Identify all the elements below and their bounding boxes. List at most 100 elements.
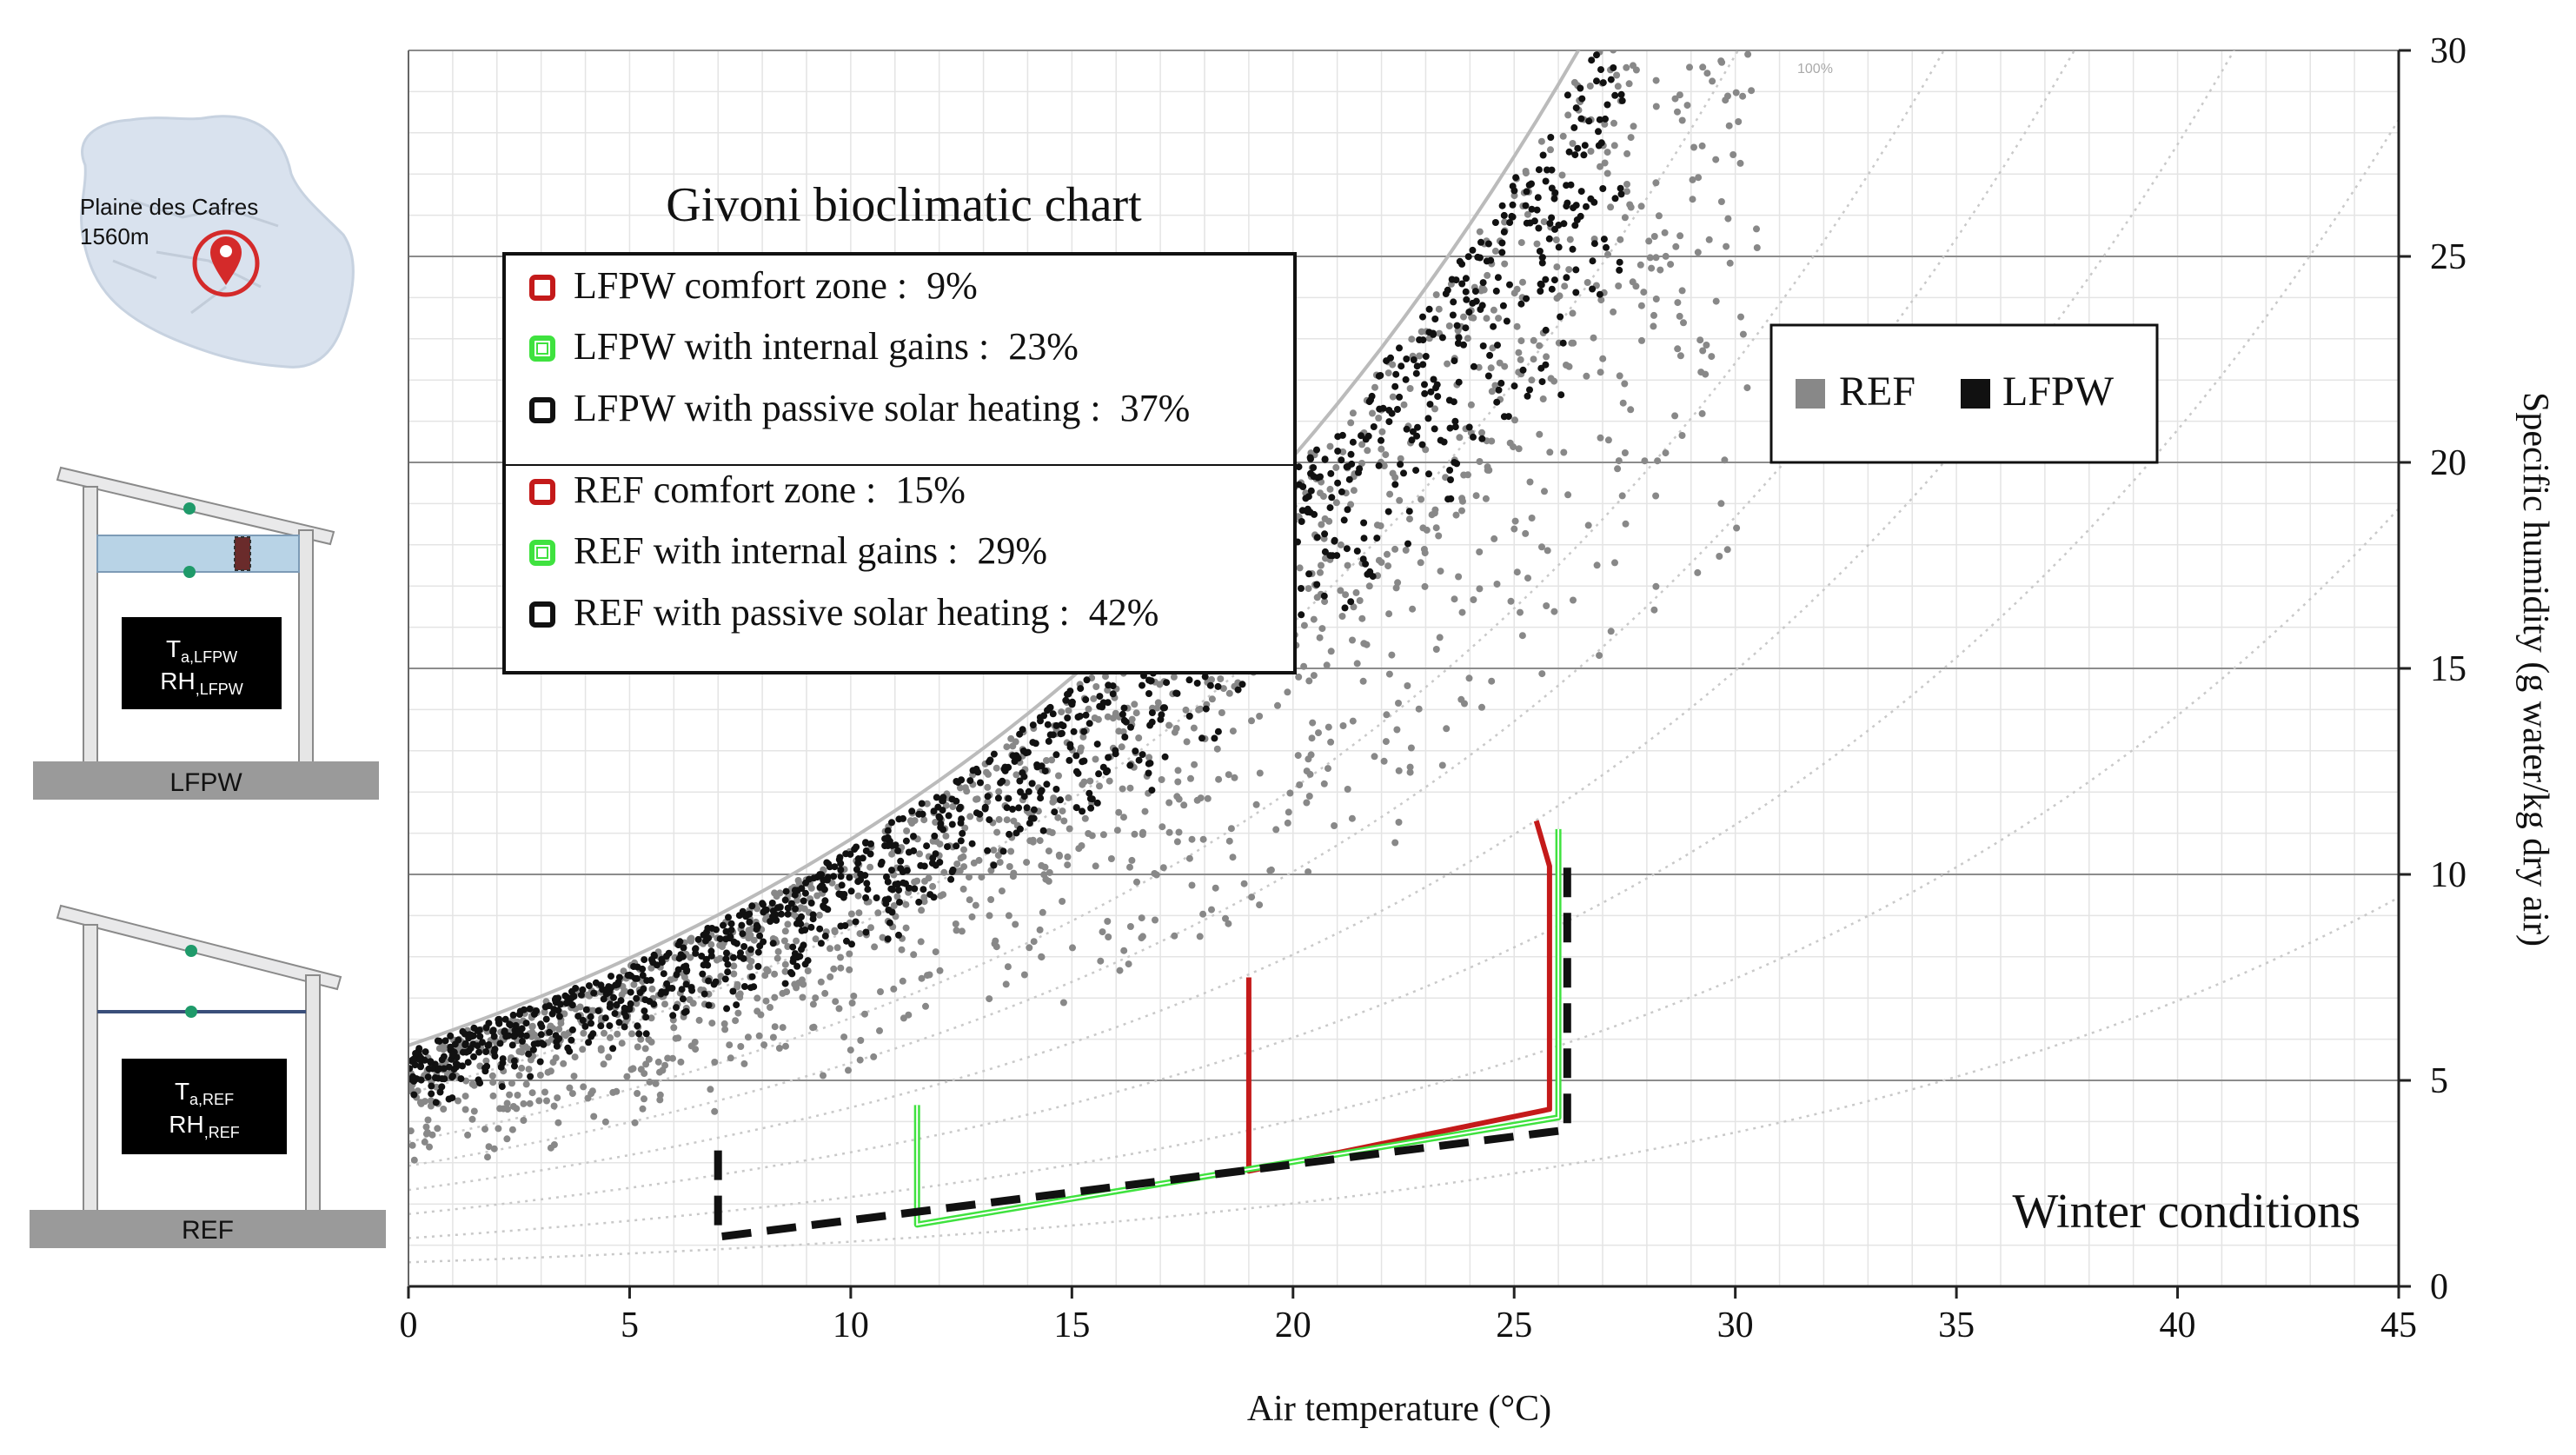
ref-data-point bbox=[1120, 947, 1128, 954]
ref-data-point bbox=[661, 1061, 669, 1069]
ref-data-point bbox=[571, 1053, 579, 1061]
ref-data-point bbox=[1266, 867, 1274, 874]
lfpw-data-point bbox=[816, 925, 824, 933]
ref-data-point bbox=[732, 1017, 740, 1025]
ref-data-point bbox=[1622, 520, 1630, 528]
building-lfpw-diagram: Ta,LFPW RH,LFPW LFPW bbox=[33, 466, 379, 800]
lfpw-data-point bbox=[1487, 256, 1495, 264]
ref-data-point bbox=[1698, 142, 1706, 149]
lfpw-data-point bbox=[1537, 288, 1544, 295]
ref-data-point bbox=[515, 1072, 523, 1080]
lfpw-data-point bbox=[984, 847, 992, 854]
ref-data-point bbox=[1668, 15, 1675, 22]
ref-data-point bbox=[1537, 137, 1545, 145]
ref-data-point bbox=[541, 1008, 548, 1016]
lfpw-data-point bbox=[577, 991, 585, 999]
lfpw-data-point bbox=[1334, 479, 1342, 487]
lfpw-data-point bbox=[622, 1013, 630, 1020]
lfpw-data-point bbox=[1072, 752, 1080, 760]
ref-data-point bbox=[987, 896, 995, 903]
ref-data-point bbox=[1553, 263, 1561, 271]
ref-data-point bbox=[1652, 492, 1660, 500]
ref-data-point bbox=[1364, 447, 1371, 455]
ref-data-point bbox=[1229, 854, 1237, 861]
lfpw-data-point bbox=[1503, 317, 1510, 325]
ref-data-point bbox=[744, 1033, 752, 1041]
ref-data-point bbox=[1159, 823, 1166, 831]
lfpw-data-point bbox=[1086, 720, 1093, 728]
lfpw-data-point bbox=[1310, 464, 1318, 471]
ref-data-point bbox=[426, 1143, 433, 1151]
ref-data-point bbox=[568, 1090, 576, 1098]
lfpw-data-point bbox=[1043, 781, 1051, 788]
ref-data-point bbox=[681, 973, 688, 981]
lfpw-data-point bbox=[541, 1003, 549, 1011]
lfpw-data-point bbox=[1368, 392, 1376, 400]
ref-data-point bbox=[1332, 463, 1340, 471]
ref-data-point bbox=[1038, 861, 1046, 869]
lfpw-data-point bbox=[1596, 290, 1603, 298]
lfpw-data-point bbox=[467, 1045, 475, 1052]
ref-data-point bbox=[422, 1130, 430, 1138]
ref-data-point bbox=[554, 1094, 561, 1102]
ref-data-point bbox=[1650, 606, 1658, 614]
ref-data-point bbox=[1406, 763, 1414, 771]
ref-data-point bbox=[1744, 50, 1752, 58]
ref-data-point bbox=[1626, 201, 1634, 209]
ref-data-point bbox=[1183, 738, 1191, 746]
lfpw-data-point bbox=[873, 894, 880, 901]
zone-comfort-zone bbox=[1245, 820, 1552, 1174]
lfpw-data-point bbox=[1444, 495, 1452, 503]
lfpw-data-point bbox=[410, 1055, 418, 1063]
lfpw-data-point bbox=[1460, 341, 1467, 349]
ref-data-point bbox=[966, 896, 973, 904]
lfpw-data-point bbox=[1340, 516, 1348, 524]
ref-data-point bbox=[1320, 780, 1328, 787]
lfpw-data-point bbox=[760, 938, 767, 946]
ref-data-point bbox=[784, 943, 792, 950]
lfpw-data-point bbox=[1400, 469, 1407, 477]
ref-data-point bbox=[1088, 832, 1096, 840]
ref-data-point bbox=[815, 911, 823, 919]
lfpw-data-point bbox=[935, 813, 943, 821]
lfpw-data-point bbox=[905, 848, 913, 856]
rh-curve bbox=[408, 50, 2235, 1192]
lfpw-data-point bbox=[1477, 238, 1484, 246]
lfpw-data-point bbox=[1121, 734, 1129, 741]
ref-data-point bbox=[645, 1055, 653, 1063]
lfpw-data-point bbox=[1096, 693, 1104, 701]
ref-data-point bbox=[1517, 608, 1524, 616]
lfpw-data-point bbox=[1421, 381, 1428, 389]
ref-data-point bbox=[1225, 771, 1232, 779]
lfpw-data-point bbox=[1479, 342, 1487, 349]
lfpw-data-point bbox=[923, 842, 931, 850]
lfpw-data-point bbox=[739, 930, 747, 938]
ref-data-point bbox=[1511, 416, 1518, 424]
site-altitude: 1560m bbox=[80, 223, 149, 249]
ref-data-point bbox=[1045, 877, 1052, 885]
lfpw-data-point bbox=[1539, 151, 1547, 159]
lfpw-data-point bbox=[1077, 685, 1085, 693]
ref-data-point bbox=[1092, 683, 1100, 690]
ref-data-point bbox=[917, 938, 925, 946]
lfpw-data-point bbox=[511, 1062, 518, 1070]
ref-data-point bbox=[1339, 448, 1347, 455]
ref-data-point bbox=[1128, 856, 1136, 864]
ref-data-point bbox=[1488, 437, 1496, 445]
lfpw-data-point bbox=[611, 1010, 619, 1018]
lfpw-data-point bbox=[1356, 465, 1364, 473]
lfpw-data-point bbox=[1109, 682, 1117, 690]
lfpw-data-point bbox=[862, 840, 870, 847]
lfpw-data-point bbox=[476, 1080, 484, 1087]
lfpw-data-point bbox=[1523, 188, 1530, 196]
lfpw-data-point bbox=[796, 953, 804, 960]
lfpw-data-point bbox=[747, 946, 754, 953]
lfpw-data-point bbox=[837, 860, 845, 867]
ref-data-point bbox=[890, 902, 898, 909]
lfpw-data-point bbox=[663, 980, 671, 987]
ref-data-point bbox=[1478, 703, 1485, 711]
lfpw-data-point bbox=[606, 1003, 614, 1011]
lfpw-data-point bbox=[1385, 407, 1393, 414]
lfpw-data-point bbox=[994, 794, 1002, 802]
